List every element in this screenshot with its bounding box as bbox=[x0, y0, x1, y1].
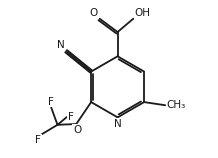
Text: OH: OH bbox=[135, 8, 151, 18]
Text: F: F bbox=[48, 97, 54, 107]
Text: F: F bbox=[68, 112, 73, 122]
Text: N: N bbox=[114, 119, 121, 129]
Text: CH₃: CH₃ bbox=[167, 100, 186, 110]
Text: O: O bbox=[90, 8, 98, 18]
Text: F: F bbox=[35, 135, 41, 145]
Text: N: N bbox=[57, 40, 65, 50]
Text: O: O bbox=[73, 125, 81, 135]
